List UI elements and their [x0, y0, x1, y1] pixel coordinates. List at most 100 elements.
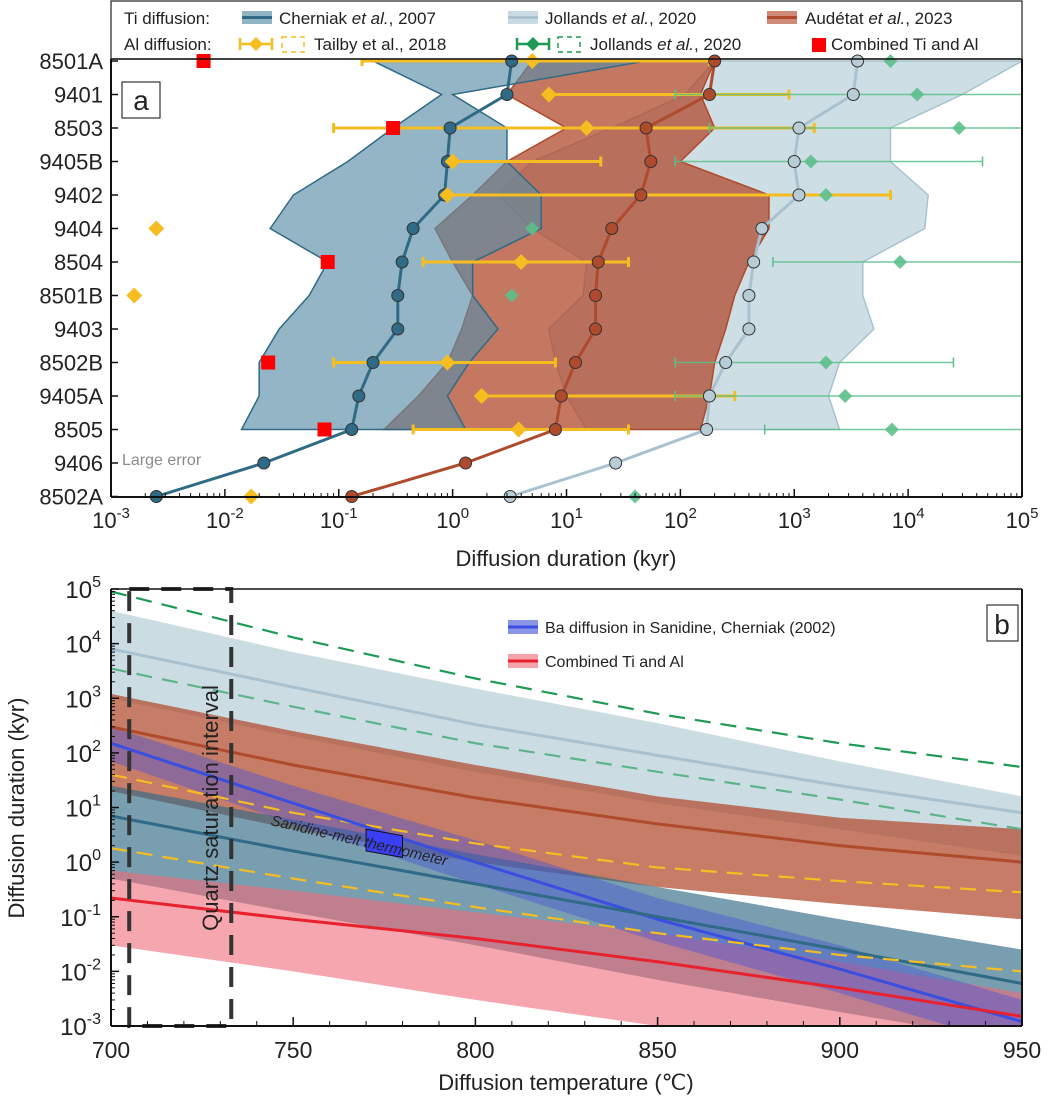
- band-ba-in-sanidine-cherniak-2002-: [111, 726, 1022, 1026]
- y-tick-label: 10-1: [60, 902, 101, 932]
- data-point: [639, 121, 653, 135]
- data-point: [352, 389, 366, 403]
- legend-label-combined-b: Combined Ti and Al: [545, 654, 684, 671]
- data-point: [589, 289, 603, 302]
- legend-label-jollands-al: Jollands et al., 2020: [590, 35, 741, 54]
- y-tick-label: 8501B: [39, 284, 103, 309]
- y-tick-label: 8502A: [39, 485, 103, 510]
- y-tick-label: 9402: [54, 183, 103, 208]
- tailby-diamond: [524, 53, 541, 69]
- series-line-aud-tat-ti: [111, 725, 1022, 864]
- data-point: [742, 322, 756, 336]
- legend-swatch-jollands-al: [515, 36, 581, 53]
- y-tick-label: 105: [65, 574, 101, 604]
- jollands-al-diamond: [884, 422, 899, 437]
- panel-b-data: [111, 590, 1022, 1026]
- y-tick-label: 103: [65, 683, 101, 713]
- data-point: [708, 54, 722, 68]
- tailby-diamond: [439, 354, 456, 371]
- legend-label-jollands-ti: Jollands et al., 2020: [545, 9, 696, 28]
- x-tick-label: 10-2: [206, 505, 244, 533]
- x-tick-label: 950: [1003, 1037, 1041, 1063]
- data-point: [554, 389, 568, 403]
- data-point: [345, 423, 359, 436]
- legend-swatch-tailby: [238, 36, 305, 53]
- y-tick-label: 100: [65, 847, 101, 877]
- data-point: [846, 88, 860, 101]
- data-point: [500, 88, 514, 101]
- tailby-diamond: [510, 421, 527, 438]
- series-line-jollands-al-dashed-: [111, 590, 1022, 769]
- panel-a-label-box: a: [121, 81, 161, 119]
- data-point: [459, 456, 473, 470]
- jollands-al-diamond: [818, 355, 833, 370]
- y-tick-label: 9405B: [39, 150, 103, 175]
- y-tick-label: 9404: [54, 217, 103, 242]
- legend-label-combined: Combined Ti and Al: [831, 35, 978, 54]
- y-tick-label: 8502B: [39, 351, 103, 376]
- legend-swatch-combined: [812, 38, 826, 52]
- jollands-al-diamond: [883, 54, 898, 68]
- series-line-jollands-ti: [111, 647, 1022, 815]
- y-tick-label: 9406: [54, 451, 103, 476]
- combined-square: [261, 355, 276, 370]
- y-tick-label: 8503: [54, 116, 103, 141]
- tailby-diamond: [540, 86, 557, 103]
- data-point: [589, 322, 603, 336]
- data-point: [505, 54, 519, 68]
- data-point: [257, 456, 271, 470]
- y-tick-label: 9403: [54, 317, 103, 342]
- x-tick-label: 900: [821, 1037, 859, 1063]
- jollands-al-diamond: [910, 87, 925, 102]
- legend-label-tailby: Tailby et al., 2018: [314, 35, 446, 54]
- series-line-tailby-al-dashed-lower-: [111, 847, 1022, 973]
- data-point: [792, 188, 806, 202]
- data-point: [700, 423, 714, 436]
- combined-square: [386, 121, 401, 135]
- combined-square: [320, 255, 335, 269]
- y-tick-label: 10-3: [60, 1011, 101, 1041]
- series-line-cherniak-ti: [111, 814, 1022, 985]
- data-point: [548, 423, 562, 436]
- panel-a-label: a: [133, 85, 149, 116]
- band-combined-ti-and-al: [111, 870, 1022, 1026]
- data-point: [787, 155, 801, 168]
- y-tick-label: 104: [65, 629, 101, 659]
- data-point: [644, 155, 658, 168]
- data-point: [792, 121, 806, 135]
- tailby-diamond: [148, 220, 165, 237]
- combined-square: [196, 54, 211, 68]
- data-point: [747, 255, 761, 269]
- sanidine-thermometer-box: [365, 828, 404, 858]
- data-point: [605, 222, 619, 235]
- quartz-saturation-label: Quartz saturation interval: [198, 685, 223, 931]
- x-tick-label: 101: [550, 505, 583, 533]
- panel-b-xlabel: Diffusion temperature (℃): [438, 1070, 693, 1095]
- panel-a-legend: Ti diffusion: Cherniak et al., 2007 Joll…: [110, 0, 1023, 60]
- jollands-al-diamond: [803, 154, 818, 169]
- y-tick-label: 9401: [54, 83, 103, 108]
- data-point: [395, 255, 409, 269]
- combined-square: [317, 422, 332, 437]
- x-tick-label: 105: [1006, 505, 1039, 533]
- data-point: [702, 88, 716, 101]
- data-point: [719, 356, 733, 369]
- legend-label-cherniak: Cherniak et al., 2007: [279, 9, 436, 28]
- legend-label-audetat: Audétat et al., 2023: [805, 9, 952, 28]
- series-line-ba-in-sanidine-cherniak-2002-: [111, 741, 1022, 1024]
- data-point: [391, 322, 405, 336]
- jollands-al-diamond: [893, 255, 908, 269]
- x-tick-label: 103: [778, 505, 811, 533]
- jollands-al-diamond: [952, 121, 967, 135]
- y-tick-label: 8504: [54, 250, 103, 275]
- tailby-diamond: [473, 388, 490, 404]
- y-tick-label: 101: [65, 793, 101, 823]
- x-tick-label: 800: [456, 1037, 494, 1063]
- y-tick-label: 9405A: [39, 384, 103, 409]
- data-point: [391, 289, 405, 302]
- y-tick-label: 8505: [54, 418, 103, 443]
- panel-b-ylabel: Diffusion duration (kyr): [4, 698, 29, 919]
- data-point: [569, 356, 583, 369]
- y-tick-label: 10-2: [60, 956, 101, 986]
